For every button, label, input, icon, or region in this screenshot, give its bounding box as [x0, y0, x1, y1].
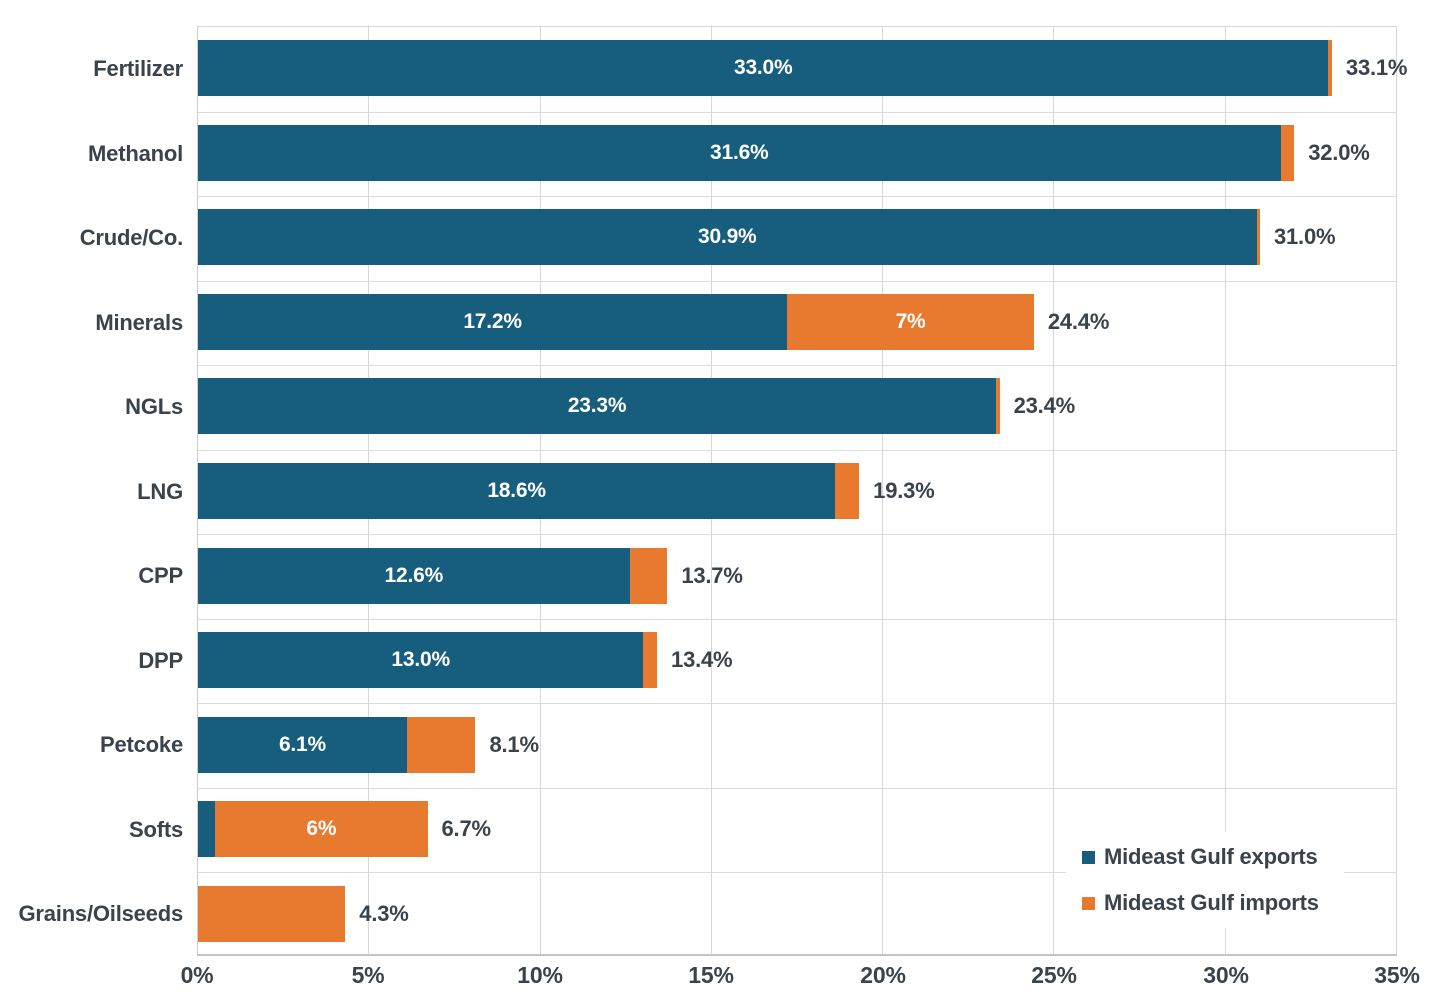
imports-segment: 7%: [787, 294, 1034, 350]
category-label: Petcoke: [100, 731, 183, 757]
x-tick-label: 35%: [1374, 962, 1420, 988]
category-label: NGLs: [125, 393, 183, 419]
total-value-label: 33.1%: [1345, 55, 1408, 80]
total-value-label: 4.3%: [359, 901, 409, 926]
imports-segment: [1280, 125, 1295, 181]
exports-segment: 17.2%: [198, 294, 788, 350]
imports-segment: [996, 378, 1000, 434]
exports-value-label: 13.0%: [391, 648, 450, 671]
category-label: LNG: [137, 478, 183, 504]
imports-swatch-icon: [1082, 896, 1095, 910]
exports-segment: [198, 801, 216, 857]
exports-value-label: 31.6%: [709, 141, 769, 164]
imports-value-label: 6%: [306, 817, 337, 840]
bar-row: 6% 6.7%: [198, 801, 1397, 857]
total-value-label: 13.4%: [671, 647, 733, 672]
category-label: CPP: [138, 562, 183, 588]
exports-segment: 30.9%: [198, 209, 1257, 265]
gridline-horizontal: [198, 619, 1397, 620]
bar-row: 13.0% 13.4%: [198, 632, 1397, 688]
gridline-vertical: [1396, 27, 1397, 954]
category-label: Minerals: [95, 309, 183, 335]
gridline-horizontal: [198, 788, 1397, 789]
total-value-label: 19.3%: [873, 478, 935, 503]
exports-value-label: 23.3%: [567, 394, 627, 417]
gridline-horizontal: [198, 872, 1397, 873]
total-value-label: 8.1%: [489, 732, 539, 757]
gridline-vertical: [1224, 27, 1226, 954]
exports-value-label: 6.1%: [278, 733, 327, 756]
bar-row: 30.9% 31.0%: [198, 209, 1397, 265]
exports-value-label: 30.9%: [697, 225, 757, 248]
legend-item-imports: Mideast Gulf imports: [1066, 890, 1344, 916]
bar-row: 17.2% 7% 24.4%: [198, 294, 1397, 350]
x-tick-label: 10%: [517, 962, 563, 988]
exports-segment: 6.1%: [198, 717, 407, 773]
x-tick-label: 25%: [1031, 962, 1077, 988]
gridline-horizontal: [198, 281, 1397, 282]
imports-segment: [406, 717, 476, 773]
imports-segment: [835, 463, 860, 519]
gridline-horizontal: [198, 534, 1397, 535]
imports-segment: [198, 886, 346, 942]
total-value-label: 31.0%: [1273, 224, 1336, 249]
exports-segment: 31.6%: [198, 125, 1281, 181]
category-label: Grains/Oilseeds: [18, 900, 183, 926]
gridline-vertical: [1053, 27, 1055, 954]
gridline-horizontal: [198, 196, 1397, 197]
imports-segment: [643, 632, 658, 688]
exports-swatch-icon: [1082, 850, 1095, 864]
total-value-label: 23.4%: [1013, 393, 1076, 418]
exports-segment: 33.0%: [198, 40, 1329, 96]
bar-row: 31.6% 32.0%: [198, 125, 1397, 181]
category-label: Fertilizer: [93, 55, 183, 81]
x-tick-label: 0%: [180, 962, 214, 988]
plot-area: 33.0% 33.1% 31.6% 32.0% 30.9% 31.0% 17.2% 7% 24.…: [197, 26, 1407, 956]
x-tick-label: 30%: [1203, 962, 1249, 988]
x-tick-label: 15%: [688, 962, 734, 988]
exports-value-label: 12.6%: [384, 564, 444, 587]
gridline-horizontal: [198, 703, 1397, 704]
gridline-horizontal: [198, 450, 1397, 451]
imports-segment: [629, 548, 668, 604]
gridline-horizontal: [198, 365, 1397, 366]
exports-segment: 18.6%: [198, 463, 836, 519]
exports-segment: 12.6%: [198, 548, 630, 604]
imports-segment: 6%: [215, 801, 428, 857]
category-label: Methanol: [88, 140, 183, 166]
bar-row: 12.6% 13.7%: [198, 548, 1397, 604]
total-value-label: 13.7%: [681, 563, 743, 588]
bar-row: 23.3% 23.4%: [198, 378, 1397, 434]
x-tick-label: 5%: [351, 962, 385, 988]
exports-value-label: 33.0%: [733, 56, 793, 79]
exports-value-label: 18.6%: [487, 479, 546, 502]
legend-item-exports: Mideast Gulf exports: [1066, 844, 1344, 870]
category-label: Crude/Co.: [79, 224, 184, 250]
legend: Mideast Gulf exports Mideast Gulf import…: [1066, 832, 1344, 928]
total-value-label: 32.0%: [1308, 140, 1370, 165]
legend-label-imports: Mideast Gulf imports: [1104, 890, 1319, 915]
category-label: Softs: [128, 816, 183, 842]
gridline-horizontal: [198, 112, 1397, 113]
imports-segment: [1256, 209, 1260, 265]
total-value-label: 24.4%: [1047, 309, 1110, 334]
exports-value-label: 17.2%: [463, 310, 522, 333]
bar-row: 4.3%: [198, 886, 1397, 942]
legend-label-exports: Mideast Gulf exports: [1104, 844, 1318, 869]
bar-row: 18.6% 19.3%: [198, 463, 1397, 519]
imports-segment: [1328, 40, 1332, 96]
bar-row: 6.1% 8.1%: [198, 717, 1397, 773]
exports-segment: 13.0%: [198, 632, 644, 688]
gridline-vertical: [882, 27, 884, 954]
x-tick-label: 20%: [860, 962, 906, 988]
bar-row: 33.0% 33.1%: [198, 40, 1407, 96]
category-label: DPP: [138, 647, 183, 673]
total-value-label: 6.7%: [441, 816, 492, 841]
exports-segment: 23.3%: [198, 378, 997, 434]
imports-value-label: 7%: [895, 310, 926, 333]
